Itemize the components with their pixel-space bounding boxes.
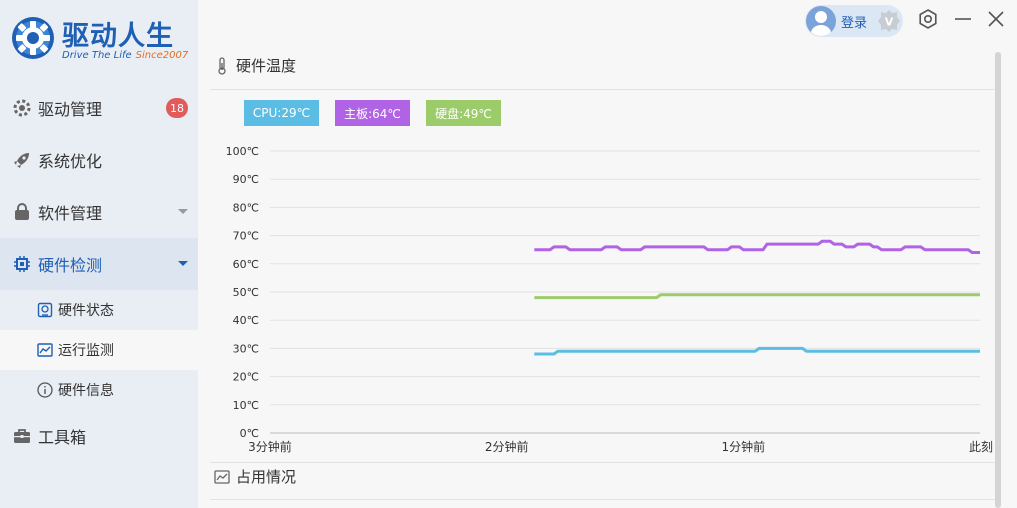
y-tick-label: 20℃: [233, 371, 259, 384]
chip-icon: [12, 254, 32, 274]
bag-icon: [12, 202, 32, 222]
sidebar-subitem-hardware-status[interactable]: 硬件状态: [0, 290, 198, 330]
y-tick-label: 0℃: [240, 427, 259, 440]
usage-chart-icon: [214, 469, 230, 485]
sidebar-item-label: 驱动管理: [38, 100, 103, 119]
login-button[interactable]: 登录 V: [805, 5, 903, 37]
thermometer-icon: [214, 56, 230, 75]
sidebar-subitem-label: 硬件信息: [58, 383, 114, 399]
section-divider: [210, 462, 995, 463]
chevron-down-icon: [178, 261, 188, 266]
vip-mark: V: [885, 16, 894, 29]
update-count-badge: 18: [166, 98, 188, 118]
y-tick-label: 100℃: [226, 145, 259, 158]
sidebar-item-label: 系统优化: [38, 152, 103, 171]
sidebar-item-label: 硬件检测: [38, 256, 103, 275]
x-tick-label: 3分钟前: [248, 439, 292, 454]
vip-badge-icon: V: [878, 10, 900, 32]
y-tick-label: 40℃: [233, 314, 259, 327]
temperature-chart: 0℃ 10℃ 20℃ 30℃ 40℃ 50℃ 60℃ 70℃ 80℃ 90℃ 100℃ 3分钟前 2分钟…: [226, 145, 993, 454]
section-divider: [210, 89, 995, 90]
usage-section-title: 占用情况: [214, 466, 296, 487]
sidebar-item-hardware-detection[interactable]: 硬件检测: [0, 238, 198, 290]
y-tick-label: 50℃: [233, 286, 259, 299]
sidebar-item-label: 工具箱: [38, 428, 87, 447]
y-tick-label: 10℃: [233, 399, 259, 412]
rocket-icon: [12, 150, 32, 170]
sidebar-subitem-hardware-info[interactable]: 硬件信息: [0, 370, 198, 410]
y-tick-label: 80℃: [233, 201, 259, 214]
legend-cpu: CPU:29℃: [244, 100, 319, 126]
logo-since: Since2007: [135, 50, 189, 61]
sidebar-subitem-label: 硬件状态: [58, 303, 114, 319]
hardware-status-icon: [36, 302, 53, 319]
settings-button[interactable]: [917, 8, 939, 30]
settings-icon: [919, 9, 937, 29]
sidebar-subitem-label: 运行监测: [58, 343, 114, 359]
login-label: 登录: [841, 15, 868, 31]
vertical-scrollbar[interactable]: [995, 52, 1001, 508]
logo-subtitle: Drive The Life Since2007: [62, 50, 188, 61]
usage-title: 占用情况: [236, 468, 297, 486]
x-tick-label: 2分钟前: [485, 439, 529, 454]
avatar: [806, 6, 836, 36]
legend-motherboard: 主板:64℃: [335, 100, 410, 126]
toolbox-icon: [12, 426, 32, 446]
section-divider: [210, 499, 995, 500]
logo-title: 驱动人生: [62, 21, 174, 52]
close-icon: [988, 11, 1004, 27]
logo-tagline: Drive The Life: [62, 50, 132, 61]
temperature-title: 硬件温度: [236, 57, 297, 75]
y-tick-label: 30℃: [233, 342, 259, 355]
info-icon: [36, 382, 53, 399]
y-tick-label: 70℃: [233, 230, 259, 243]
sidebar-item-system-optimize[interactable]: 系统优化: [0, 134, 198, 186]
series-line: [534, 346, 980, 356]
chevron-down-icon: [178, 209, 188, 214]
sidebar-item-label: 软件管理: [38, 204, 103, 223]
sidebar: 驱动人生 Drive The Life Since2007 驱动管理 18 系统优…: [0, 0, 198, 508]
sidebar-subitem-runtime-monitor[interactable]: 运行监测: [0, 330, 198, 370]
series-line: [534, 239, 980, 254]
close-button[interactable]: [985, 8, 1007, 30]
sidebar-item-toolbox[interactable]: 工具箱: [0, 410, 198, 462]
minimize-button[interactable]: [952, 8, 974, 30]
x-tick-label: 此刻: [969, 440, 993, 454]
gear-icon: [12, 98, 32, 118]
monitor-chart-icon: [36, 342, 53, 359]
sidebar-item-driver-management[interactable]: 驱动管理 18: [0, 82, 198, 134]
logo-gear-icon: [12, 17, 54, 59]
x-tick-label: 1分钟前: [722, 439, 766, 454]
temperature-section-title: 硬件温度: [214, 55, 296, 76]
y-tick-label: 90℃: [233, 173, 259, 186]
series-line: [534, 293, 980, 300]
y-tick-label: 60℃: [233, 258, 259, 271]
app-logo: 驱动人生 Drive The Life Since2007: [10, 12, 195, 67]
minimize-icon: [955, 18, 971, 20]
legend-disk: 硬盘:49℃: [426, 100, 501, 126]
sidebar-item-software-management[interactable]: 软件管理: [0, 186, 198, 238]
